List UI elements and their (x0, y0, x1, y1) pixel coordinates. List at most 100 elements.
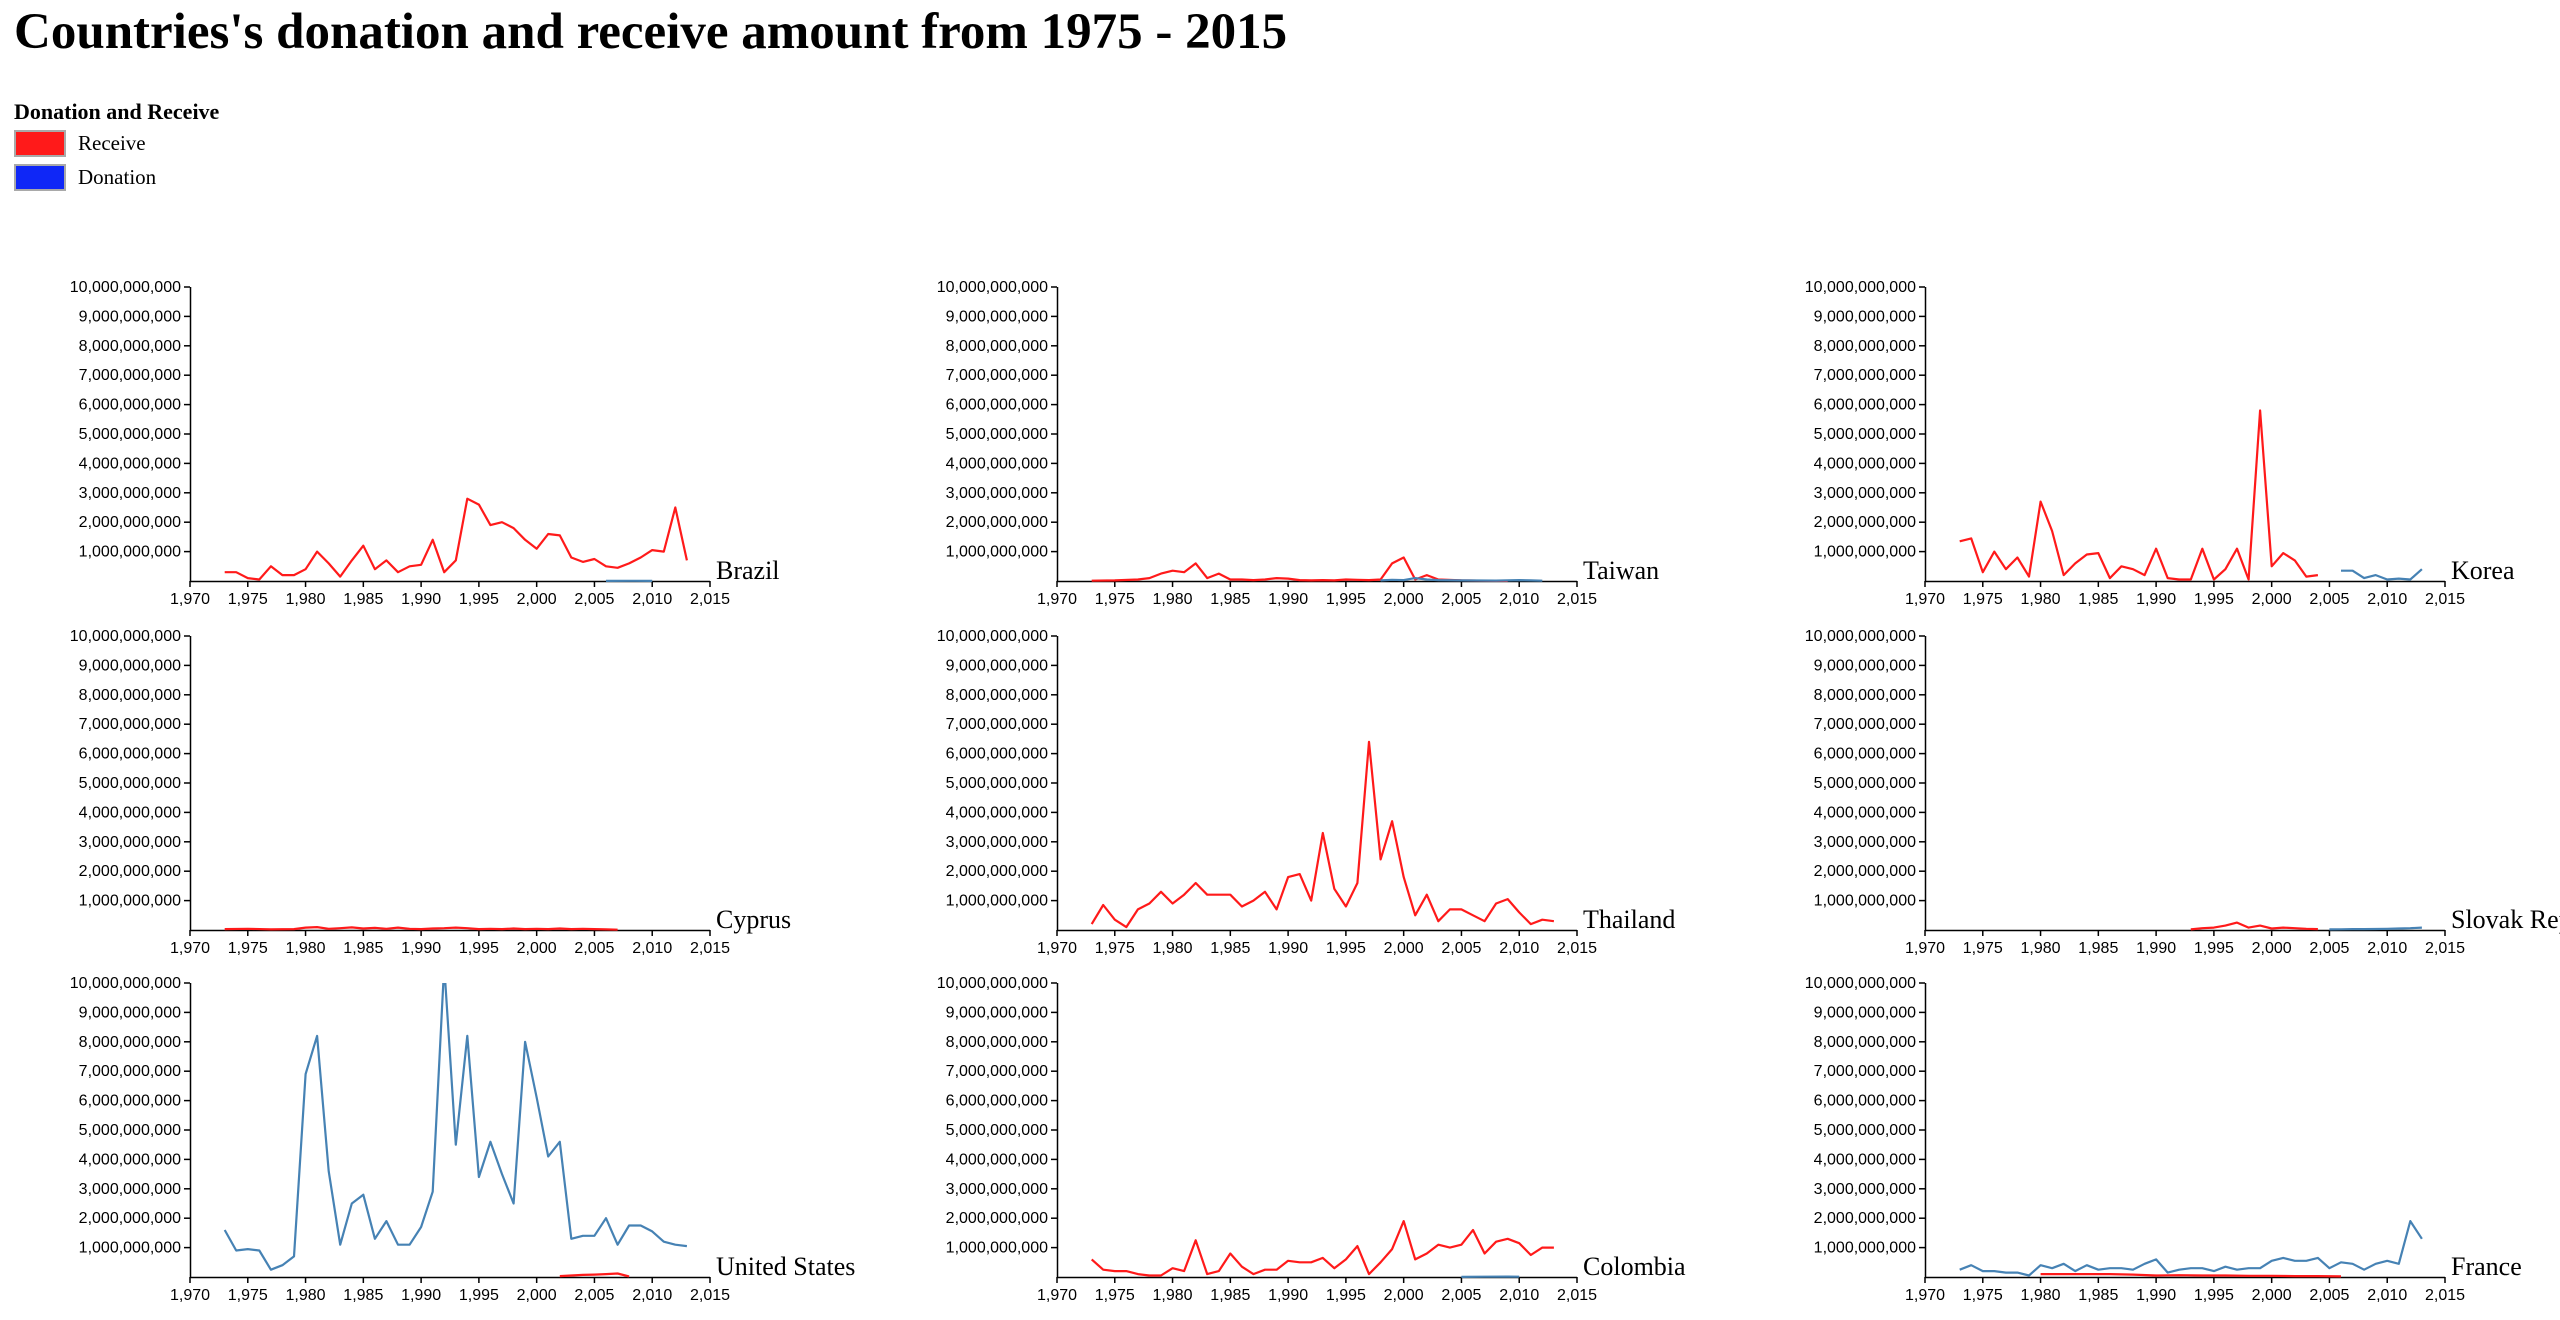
receive-line-thailand (1090, 740, 1555, 929)
y-tick-label: 7,000,000,000 (79, 1063, 181, 1080)
y-tick-label: 5,000,000,000 (79, 426, 181, 443)
x-tick-label: 2,010 (2367, 591, 2407, 608)
y-tick-label: 3,000,000,000 (946, 485, 1048, 502)
y-tick-label: 8,000,000,000 (79, 687, 181, 704)
y-tick-label: 3,000,000,000 (1814, 834, 1916, 851)
x-tick-label: 2,000 (2252, 940, 2292, 957)
y-tick-label: 8,000,000,000 (1814, 687, 1916, 704)
legend-item-donation: Donation (14, 160, 219, 194)
y-tick-label: 4,000,000,000 (79, 804, 181, 821)
y-tick-label: 5,000,000,000 (79, 775, 181, 792)
x-tick-label: 1,985 (1210, 591, 1250, 608)
y-tick-label: 4,000,000,000 (946, 455, 1048, 472)
x-tick-label: 1,980 (286, 940, 326, 957)
x-tick-label: 1,975 (228, 591, 268, 608)
x-tick-label: 2,010 (2367, 940, 2407, 957)
country-label-france: France (2451, 1252, 2522, 1281)
y-tick-label: 10,000,000,000 (1805, 975, 1916, 992)
y-tick-label: 7,000,000,000 (79, 367, 181, 384)
country-label-slovak-republic: Slovak Republic (2451, 905, 2560, 934)
receive-line-taiwan (1091, 556, 1508, 582)
legend-label-donation: Donation (78, 164, 157, 189)
x-tick-label: 1,975 (1095, 940, 1135, 957)
y-tick-label: 1,000,000,000 (79, 893, 181, 910)
x-tick-label: 1,980 (286, 1287, 326, 1304)
x-tick-label: 2,005 (574, 591, 614, 608)
x-tick-label: 2,005 (1441, 591, 1481, 608)
y-tick-label: 3,000,000,000 (79, 485, 181, 502)
x-tick-label: 2,005 (2309, 1287, 2349, 1304)
x-tick-label: 1,970 (1905, 940, 1945, 957)
y-tick-label: 4,000,000,000 (79, 1151, 181, 1168)
x-tick-label: 2,015 (690, 1287, 730, 1304)
y-tick-label: 2,000,000,000 (79, 514, 181, 531)
y-tick-label: 2,000,000,000 (946, 1210, 1048, 1227)
y-tick-label: 2,000,000,000 (79, 863, 181, 880)
y-tick-label: 7,000,000,000 (1814, 1063, 1916, 1080)
legend-swatch-donation (14, 163, 66, 191)
receive-line-korea (1959, 409, 2319, 581)
y-tick-label: 7,000,000,000 (946, 716, 1048, 733)
x-tick-label: 1,985 (2078, 591, 2118, 608)
y-tick-label: 1,000,000,000 (79, 1240, 181, 1257)
y-tick-label: 10,000,000,000 (937, 628, 1048, 645)
x-tick-label: 1,990 (2136, 1287, 2176, 1304)
y-tick-label: 8,000,000,000 (1814, 338, 1916, 355)
y-tick-label: 9,000,000,000 (1814, 657, 1916, 674)
x-tick-label: 2,000 (2252, 1287, 2292, 1304)
donation-line-slovak-republic (2329, 926, 2422, 931)
x-tick-label: 2,010 (632, 1287, 672, 1304)
x-tick-label: 2,000 (2252, 591, 2292, 608)
donation-line-united-states (223, 983, 688, 1271)
y-tick-label: 6,000,000,000 (946, 746, 1048, 763)
legend-label-receive: Receive (78, 130, 146, 155)
x-tick-label: 1,980 (1153, 1287, 1193, 1304)
x-tick-label: 1,975 (1095, 591, 1135, 608)
y-tick-label: 2,000,000,000 (1814, 514, 1916, 531)
x-tick-label: 1,995 (1326, 591, 1366, 608)
x-tick-label: 2,000 (517, 1287, 557, 1304)
donation-line-taiwan (1380, 576, 1543, 582)
y-tick-label: 2,000,000,000 (1814, 1210, 1916, 1227)
y-tick-label: 3,000,000,000 (1814, 1181, 1916, 1198)
y-tick-label: 1,000,000,000 (946, 893, 1048, 910)
y-tick-label: 10,000,000,000 (937, 279, 1048, 296)
y-tick-label: 4,000,000,000 (946, 804, 1048, 821)
x-tick-label: 1,995 (1326, 940, 1366, 957)
x-tick-label: 2,010 (1499, 940, 1539, 957)
y-tick-label: 10,000,000,000 (937, 975, 1048, 992)
y-tick-label: 9,000,000,000 (1814, 308, 1916, 325)
y-tick-label: 6,000,000,000 (1814, 397, 1916, 414)
y-tick-label: 8,000,000,000 (946, 687, 1048, 704)
x-tick-label: 2,005 (574, 940, 614, 957)
x-tick-label: 1,970 (1905, 1287, 1945, 1304)
x-tick-label: 2,015 (2425, 591, 2465, 608)
y-tick-label: 3,000,000,000 (946, 1181, 1048, 1198)
x-tick-label: 2,000 (517, 940, 557, 957)
y-tick-label: 6,000,000,000 (946, 1093, 1048, 1110)
x-tick-label: 1,995 (459, 591, 499, 608)
y-tick-label: 9,000,000,000 (946, 1004, 1048, 1021)
x-tick-label: 1,990 (2136, 591, 2176, 608)
y-tick-label: 1,000,000,000 (1814, 1240, 1916, 1257)
x-tick-label: 1,975 (1963, 1287, 2003, 1304)
x-tick-label: 2,000 (1384, 940, 1424, 957)
x-tick-label: 2,015 (1557, 591, 1597, 608)
x-tick-label: 2,000 (517, 591, 557, 608)
country-label-thailand: Thailand (1583, 905, 1675, 934)
x-tick-label: 1,985 (343, 591, 383, 608)
country-label-colombia: Colombia (1583, 1252, 1686, 1281)
y-tick-label: 8,000,000,000 (79, 1034, 181, 1051)
y-tick-label: 9,000,000,000 (946, 657, 1048, 674)
y-tick-label: 6,000,000,000 (79, 1093, 181, 1110)
x-tick-label: 1,990 (401, 1287, 441, 1304)
x-tick-label: 1,975 (228, 1287, 268, 1304)
x-tick-label: 1,990 (1268, 940, 1308, 957)
x-tick-label: 2,010 (2367, 1287, 2407, 1304)
receive-line-colombia (1090, 1219, 1554, 1277)
x-tick-label: 1,970 (1037, 1287, 1077, 1304)
x-tick-label: 1,980 (2021, 940, 2061, 957)
legend-item-receive: Receive (14, 126, 219, 160)
y-tick-label: 9,000,000,000 (79, 1004, 181, 1021)
x-tick-label: 1,985 (343, 1287, 383, 1304)
